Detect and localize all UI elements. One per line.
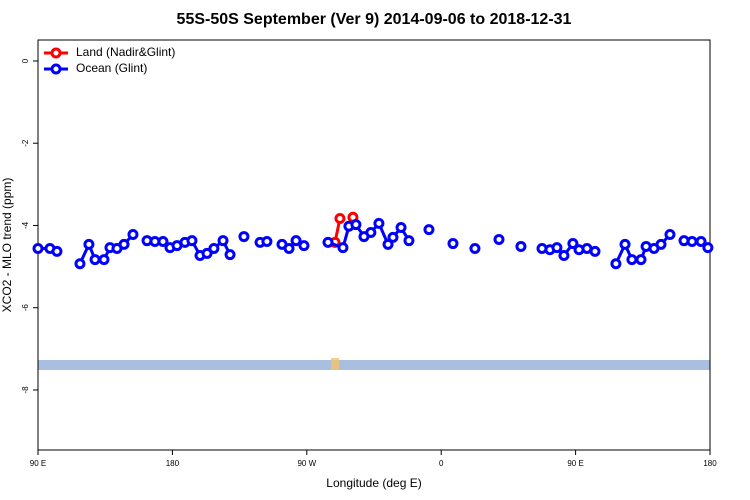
point — [127, 229, 139, 241]
plot-frame — [37, 39, 711, 451]
point — [32, 242, 44, 254]
legend-marker — [50, 47, 62, 59]
point — [382, 238, 394, 250]
point — [334, 212, 346, 224]
point — [283, 242, 295, 254]
land-mask-dots — [331, 358, 339, 370]
point — [201, 247, 213, 259]
point — [387, 231, 399, 243]
point — [469, 242, 481, 254]
point — [83, 238, 95, 250]
x-tick-label: 180 — [703, 459, 717, 468]
point — [208, 242, 220, 254]
point — [365, 226, 377, 238]
point — [395, 222, 407, 234]
y-tick-label: 0 — [21, 58, 30, 63]
point — [51, 245, 63, 257]
x-tick-label: 90 W — [297, 459, 316, 468]
point — [261, 236, 273, 248]
point — [558, 249, 570, 261]
point — [89, 254, 101, 266]
point — [635, 254, 647, 266]
point — [589, 245, 601, 257]
point — [322, 236, 334, 248]
point — [655, 238, 667, 250]
point — [403, 235, 415, 247]
x-tick-label: 90 E — [567, 459, 583, 468]
point — [695, 236, 707, 248]
point — [118, 238, 130, 250]
land-mask-band — [38, 360, 710, 370]
point — [217, 235, 229, 247]
y-tick-label: -8 — [21, 386, 30, 394]
x-axis-label: Longitude (deg E) — [326, 476, 421, 490]
legend-label: Ocean (Glint) — [76, 61, 147, 75]
point — [74, 258, 86, 270]
point — [619, 238, 631, 250]
point — [664, 229, 676, 241]
point — [493, 233, 505, 245]
point — [515, 240, 527, 252]
point — [238, 231, 250, 243]
point — [350, 219, 362, 231]
y-axis-label: XCO2 - MLO trend (ppm) — [0, 178, 14, 313]
point — [686, 236, 698, 248]
point — [290, 235, 302, 247]
y-tick-label: -6 — [21, 304, 30, 312]
point — [447, 238, 459, 250]
y-tick-label: -2 — [21, 139, 30, 147]
legend-label: Land (Nadir&Glint) — [76, 45, 175, 59]
x-tick-label: 0 — [439, 459, 444, 468]
point — [157, 236, 169, 248]
y-tick-label: -4 — [21, 221, 30, 229]
point — [702, 242, 714, 254]
x-tick-label: 90 E — [30, 459, 46, 468]
point — [337, 242, 349, 254]
chart-title: 55S-50S September (Ver 9) 2014-09-06 to … — [177, 11, 572, 28]
point — [551, 242, 563, 254]
x-tick-label: 180 — [166, 459, 180, 468]
legend-marker — [50, 63, 62, 75]
point — [224, 249, 236, 261]
point — [610, 258, 622, 270]
point — [298, 240, 310, 252]
point — [373, 217, 385, 229]
point — [567, 238, 579, 250]
point — [423, 224, 435, 236]
point — [186, 235, 198, 247]
point — [98, 254, 110, 266]
point — [626, 254, 638, 266]
